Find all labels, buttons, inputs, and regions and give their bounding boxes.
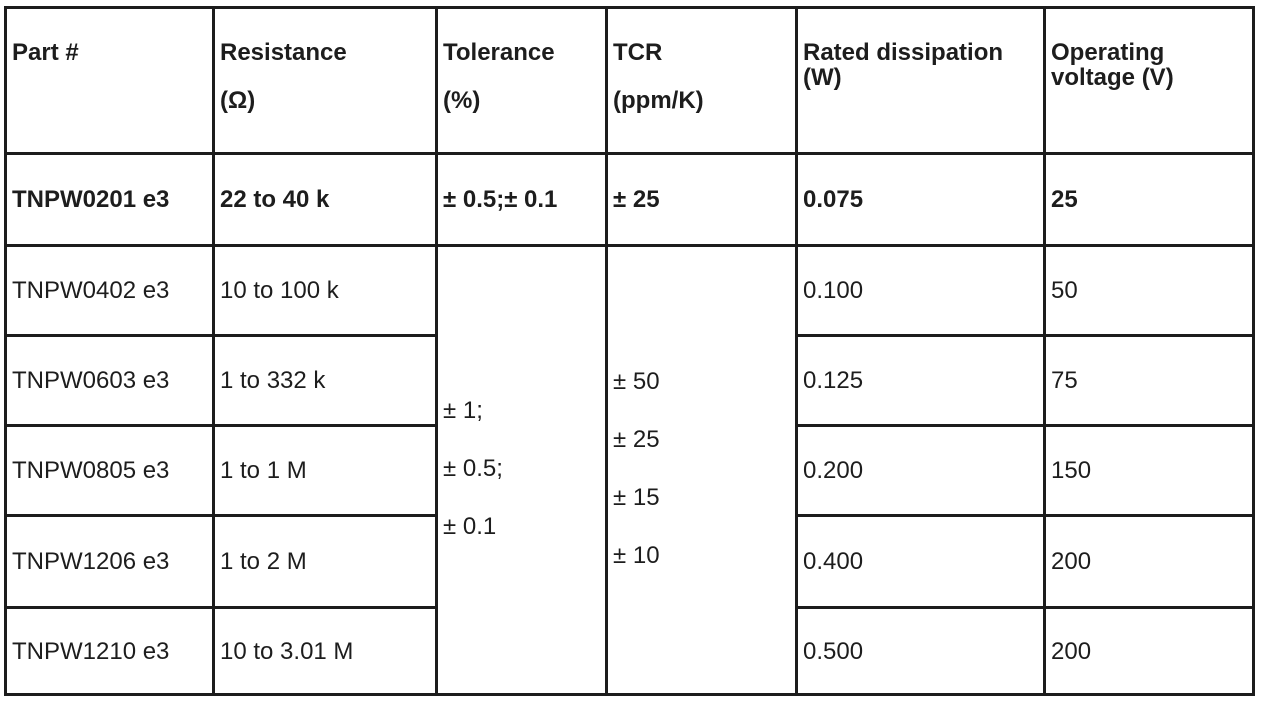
cell-voltage-tnpw1206: 200: [1043, 514, 1255, 609]
header-resistance-label: Resistance: [220, 39, 347, 66]
header-voltage: Operating voltage (V): [1043, 6, 1255, 155]
cell-voltage-tnpw0402: 50: [1043, 244, 1255, 337]
cell-voltage-tnpw0603: 75: [1043, 334, 1255, 427]
tolerance-line: ± 0.1: [443, 513, 497, 540]
header-dissipation-label: Rated dissipation: [803, 39, 1004, 66]
row-tnpw0402: TNPW0402 e3 10 to 100 k ± 1; ± 0.5; ± 0.…: [4, 244, 1255, 696]
header-resistance: Resistance (Ω): [212, 6, 438, 155]
cell-resistance-tnpw1206: 1 to 2 M: [212, 514, 438, 609]
header-row: Part # Resistance (Ω) Tolerance (%) TCR …: [4, 6, 1255, 155]
cell-part-tnpw1206: TNPW1206 e3: [4, 514, 215, 609]
cell-tolerance-merged: ± 1; ± 0.5; ± 0.1: [435, 244, 608, 696]
header-part-label: Part #: [12, 39, 79, 66]
cell-part-tnpw0402: TNPW0402 e3: [4, 244, 215, 337]
row-tnpw0201: TNPW0201 e3 22 to 40 k ± 0.5;± 0.1 ± 25 …: [4, 152, 1255, 247]
row-tnpw1206: TNPW1206 e3 1 to 2 M 0.400 200: [4, 514, 1255, 609]
cell-dissipation-tnpw0603: 0.125: [795, 334, 1046, 427]
header-dissipation: Rated dissipation (W): [795, 6, 1046, 155]
cell-resistance-tnpw0805: 1 to 1 M: [212, 424, 438, 517]
cell-voltage-tnpw0805: 150: [1043, 424, 1255, 517]
header-tcr: TCR (ppm/K): [605, 6, 798, 155]
cell-dissipation-tnpw0805: 0.200: [795, 424, 1046, 517]
header-part: Part #: [4, 6, 215, 155]
cell-dissipation-tnpw0201: 0.075: [795, 152, 1046, 247]
cell-resistance-tnpw0201: 22 to 40 k: [212, 152, 438, 247]
cell-tcr-tnpw0201: ± 25: [605, 152, 798, 247]
cell-dissipation-tnpw1206: 0.400: [795, 514, 1046, 609]
tcr-line: ± 50: [613, 368, 660, 395]
tcr-line: ± 15: [613, 484, 660, 511]
cell-resistance-tnpw0402: 10 to 100 k: [212, 244, 438, 337]
header-tolerance-unit: (%): [443, 87, 481, 114]
tolerance-line: ± 1;: [443, 397, 483, 424]
tolerance-line: ± 0.5;: [443, 455, 503, 482]
cell-dissipation-tnpw1210: 0.500: [795, 606, 1046, 696]
row-tnpw0603: TNPW0603 e3 1 to 332 k 0.125 75: [4, 334, 1255, 427]
cell-voltage-tnpw1210: 200: [1043, 606, 1255, 696]
header-dissipation-unit: (W): [803, 64, 842, 91]
header-resistance-unit: (Ω): [220, 87, 256, 114]
row-tnpw1210: TNPW1210 e3 10 to 3.01 M 0.500 200: [4, 606, 1255, 696]
tcr-line: ± 10: [613, 542, 660, 569]
cell-resistance-tnpw0603: 1 to 332 k: [212, 334, 438, 427]
cell-dissipation-tnpw0402: 0.100: [795, 244, 1046, 337]
header-voltage-unit: voltage (V): [1051, 64, 1174, 91]
tcr-line: ± 25: [613, 426, 660, 453]
cell-tcr-merged: ± 50 ± 25 ± 15 ± 10: [605, 244, 798, 696]
cell-resistance-tnpw1210: 10 to 3.01 M: [212, 606, 438, 696]
cell-part-tnpw0201: TNPW0201 e3: [4, 152, 215, 247]
cell-part-tnpw0805: TNPW0805 e3: [4, 424, 215, 517]
cell-part-tnpw1210: TNPW1210 e3: [4, 606, 215, 696]
cell-voltage-tnpw0201: 25: [1043, 152, 1255, 247]
resistor-specs-table: Part # Resistance (Ω) Tolerance (%) TCR …: [4, 6, 1255, 696]
cell-part-tnpw0603: TNPW0603 e3: [4, 334, 215, 427]
header-voltage-label: Operating: [1051, 39, 1165, 66]
header-tcr-unit: (ppm/K): [613, 87, 704, 114]
header-tolerance-label: Tolerance: [443, 39, 555, 66]
row-tnpw0805: TNPW0805 e3 1 to 1 M 0.200 150: [4, 424, 1255, 517]
cell-tolerance-tnpw0201: ± 0.5;± 0.1: [435, 152, 608, 247]
header-tolerance: Tolerance (%): [435, 6, 608, 155]
header-tcr-label: TCR: [613, 39, 663, 66]
